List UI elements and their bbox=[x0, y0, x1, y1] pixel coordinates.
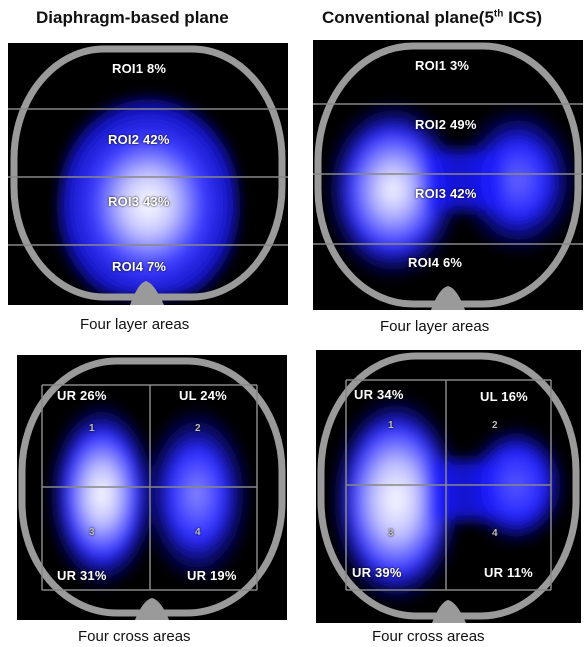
roi1-label: ROI1 8% bbox=[112, 61, 167, 76]
region-number-2: 2 bbox=[195, 423, 201, 434]
region-number-3: 3 bbox=[89, 527, 95, 538]
roi3-label: ROI3 42% bbox=[415, 186, 477, 201]
right-column-title: Conventional plane(5th ICS) bbox=[322, 8, 542, 28]
ur-bottom-right-label: UR 11% bbox=[484, 565, 533, 580]
region-number-1: 1 bbox=[388, 420, 394, 431]
caption-top-right: Four layer areas bbox=[380, 318, 490, 335]
ul-top-label: UL 16% bbox=[480, 389, 528, 404]
region-number-2: 2 bbox=[492, 420, 498, 431]
left-column-title: Diaphragm-based plane bbox=[36, 8, 229, 27]
region-number-4: 4 bbox=[195, 527, 201, 538]
caption-bottom-left: Four cross areas bbox=[78, 628, 191, 645]
region-number-4: 4 bbox=[492, 528, 498, 539]
roi2-label: ROI2 42% bbox=[108, 132, 170, 147]
ur-top-label: UR 34% bbox=[354, 387, 404, 402]
eit-image-svg bbox=[8, 43, 288, 305]
right-title-suffix: ICS) bbox=[503, 8, 543, 27]
roi4-label: ROI4 6% bbox=[408, 255, 463, 270]
ul-top-label: UL 24% bbox=[179, 388, 227, 403]
eit-image-diaphragm-layers: ROI1 8% ROI2 42% ROI3 43% ROI4 7% bbox=[8, 43, 288, 305]
roi1-label: ROI1 3% bbox=[415, 58, 470, 73]
caption-bottom-right: Four cross areas bbox=[372, 628, 485, 645]
region-number-1: 1 bbox=[89, 423, 95, 434]
right-title-prefix: Conventional plane(5 bbox=[322, 8, 494, 27]
roi4-label: ROI4 7% bbox=[112, 259, 167, 274]
eit-image-svg bbox=[316, 350, 581, 623]
right-title-sup: th bbox=[493, 8, 504, 20]
eit-image-conventional-cross: UR 34% UL 16% UR 39% UR 11% 1 2 3 4 bbox=[316, 350, 581, 623]
ur-top-label: UR 26% bbox=[57, 388, 107, 403]
ur-bottom-right-label: UR 19% bbox=[187, 568, 237, 583]
eit-image-svg bbox=[17, 355, 287, 620]
roi3-label: ROI3 43% bbox=[108, 194, 170, 209]
caption-top-left: Four layer areas bbox=[80, 316, 190, 333]
eit-image-conventional-layers: ROI1 3% ROI2 49% ROI3 42% ROI4 6% bbox=[313, 40, 583, 310]
ur-bottom-label: UR 31% bbox=[57, 568, 107, 583]
ur-bottom-label: UR 39% bbox=[352, 565, 402, 580]
eit-image-diaphragm-cross: UR 26% UL 24% UR 31% UR 19% 1 2 3 4 bbox=[17, 355, 287, 620]
region-number-3: 3 bbox=[388, 528, 394, 539]
roi2-label: ROI2 49% bbox=[415, 117, 477, 132]
eit-image-svg bbox=[313, 40, 583, 310]
